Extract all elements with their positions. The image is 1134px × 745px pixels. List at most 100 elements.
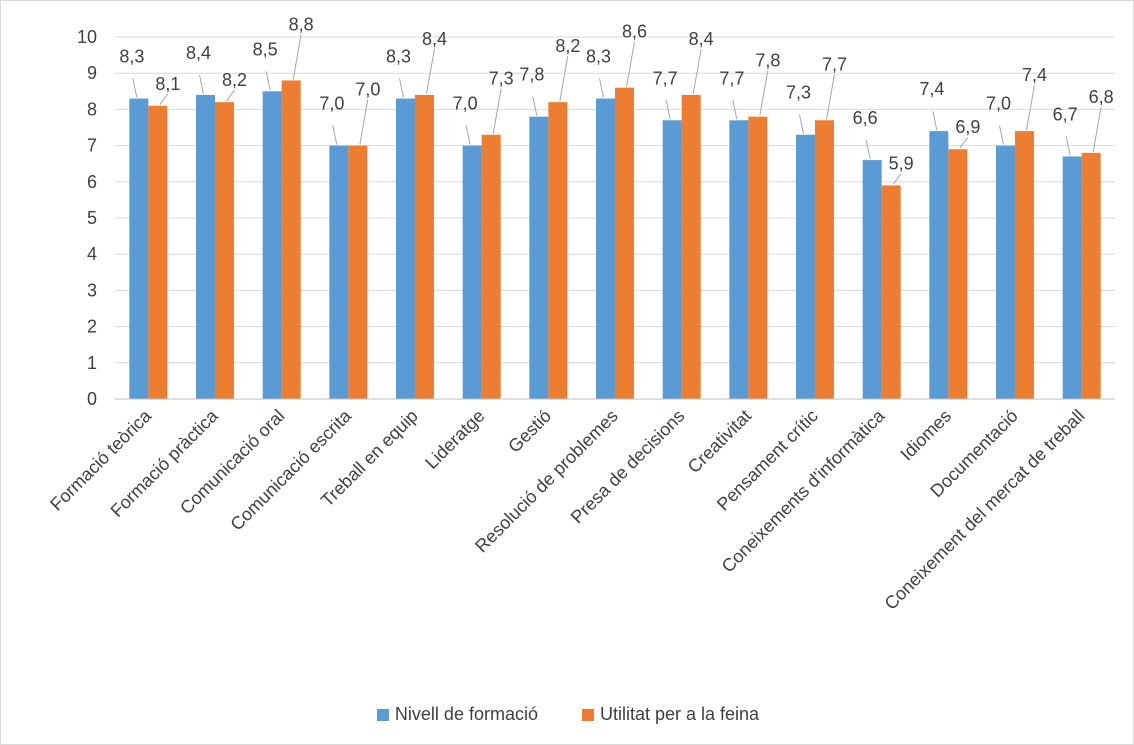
y-tick-label: 10 [77, 27, 97, 47]
bar [948, 149, 968, 399]
data-label: 7,0 [453, 94, 478, 114]
y-tick-label: 7 [87, 136, 97, 156]
legend-label: Nivell de formació [394, 704, 538, 724]
bar [596, 98, 615, 399]
data-label: 8,3 [119, 47, 144, 67]
data-label: 8,6 [622, 22, 647, 42]
leader-line [532, 96, 538, 116]
data-label: 6,6 [853, 108, 878, 128]
category-label: Idiomes [896, 406, 955, 465]
bar [681, 94, 701, 400]
bar [729, 120, 749, 399]
bar [262, 91, 282, 400]
y-tick-label: 0 [87, 389, 97, 409]
leader-line [732, 100, 738, 120]
data-label: 7,4 [919, 79, 944, 99]
y-tick-label: 2 [87, 317, 97, 337]
data-label: 7,7 [719, 68, 744, 88]
leader-line [559, 56, 569, 102]
y-tick-label: 8 [87, 99, 97, 119]
data-label: 8,3 [586, 47, 611, 67]
y-tick-label: 9 [87, 63, 97, 83]
legend-item-nivell: Nivell de formació [376, 704, 538, 725]
leader-line [359, 99, 369, 145]
data-label: 6,7 [1053, 104, 1078, 124]
category-label: Gestió [504, 406, 555, 457]
bar [548, 102, 568, 399]
bar [796, 134, 815, 400]
bar [862, 160, 882, 399]
category-label: Creativitat [684, 406, 755, 477]
leader-line [159, 93, 169, 106]
leader-line [292, 34, 302, 80]
data-labels: 8,38,18,48,28,58,87,07,08,38,47,07,3 7,88… [119, 14, 1113, 173]
data-label: 7,7 [653, 68, 678, 88]
data-label: 7,4 [1022, 65, 1047, 85]
data-label: 7,3 [786, 83, 811, 103]
category-label: Lideratge [421, 406, 488, 473]
y-tick-label: 5 [87, 208, 97, 228]
bar [1015, 131, 1034, 399]
leader-line [799, 114, 804, 134]
bar [396, 98, 415, 399]
data-label: 7,8 [755, 51, 780, 71]
data-label: 8,2 [222, 70, 247, 90]
y-tick-label: 6 [87, 172, 97, 192]
bar [996, 145, 1015, 399]
leader-line [465, 125, 471, 145]
leader-line [132, 78, 138, 98]
bar [748, 116, 768, 399]
data-label: 7,0 [986, 94, 1011, 114]
leader-line [759, 70, 769, 116]
data-label: 7,3 [489, 69, 514, 89]
bar [215, 102, 234, 399]
category-label: Presa de decisions [567, 406, 689, 528]
legend-label: Utilitat per a la feina [599, 704, 760, 724]
legend-item-utilitat: Utilitat per a la feina [581, 704, 760, 725]
bar [929, 131, 949, 399]
bar [815, 120, 834, 399]
bar [1081, 152, 1101, 399]
bars [129, 80, 1101, 400]
category-label: Comunicació escrita [226, 405, 355, 534]
leader-line [199, 74, 204, 95]
y-tick-label: 4 [87, 244, 97, 264]
leader-line [892, 173, 902, 185]
bar [329, 145, 349, 399]
leader-line [1092, 106, 1102, 152]
data-label: 8,2 [555, 36, 580, 56]
leader-line [332, 125, 338, 145]
leader-line [692, 48, 702, 95]
leader-line [265, 71, 271, 91]
data-label: 7,8 [519, 65, 544, 85]
legend-swatch [581, 708, 594, 721]
leader-line [399, 78, 404, 98]
legend: Nivell de formació Utilitat per a la fei… [1, 704, 1134, 725]
data-label: 6,9 [955, 117, 980, 137]
leader-line [1065, 136, 1071, 156]
bar [129, 98, 149, 399]
data-label: 8,4 [422, 29, 447, 49]
leader-line [999, 125, 1004, 145]
bar [462, 145, 482, 399]
leader-line [1026, 85, 1035, 131]
y-tick-label: 1 [87, 353, 97, 373]
leader-line [932, 111, 938, 131]
bar [481, 134, 501, 400]
data-label: 8,8 [289, 14, 314, 34]
y-axis-ticks: 0 1 2 3 4 5 6 7 8 9 10 [77, 27, 97, 409]
leader-line [599, 78, 604, 98]
bar [1062, 156, 1082, 399]
bar [881, 185, 901, 399]
data-label: 8,4 [186, 43, 211, 63]
legend-swatch [376, 708, 389, 721]
bar [148, 105, 168, 399]
bar [348, 145, 368, 399]
bar [196, 94, 215, 400]
bar [529, 116, 549, 399]
data-label: 8,3 [386, 47, 411, 67]
data-label: 7,0 [355, 80, 380, 100]
leader-line [665, 100, 671, 120]
label-leader-lines [132, 34, 1102, 185]
